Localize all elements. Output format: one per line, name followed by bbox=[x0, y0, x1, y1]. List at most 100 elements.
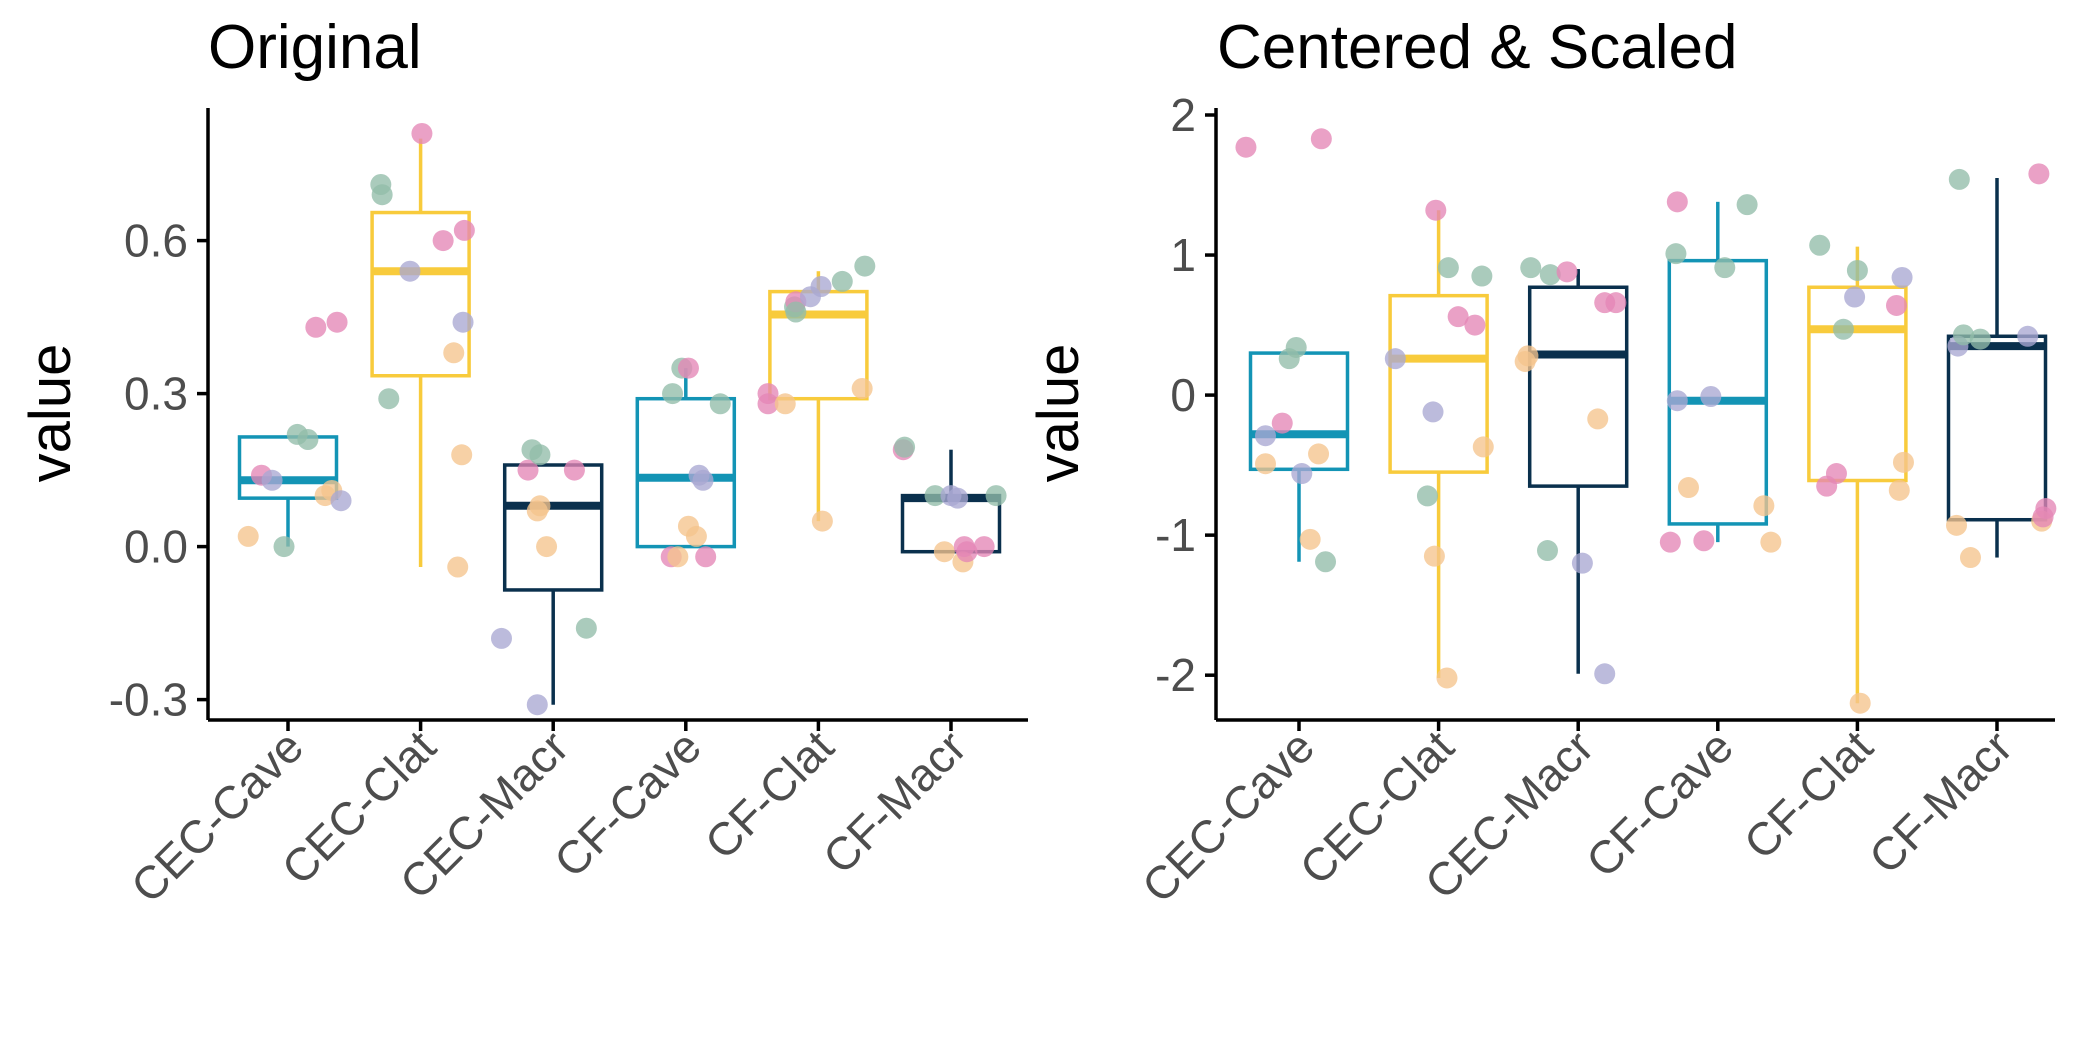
data-point bbox=[1425, 199, 1447, 221]
data-point bbox=[1946, 514, 1968, 536]
data-point bbox=[1587, 408, 1609, 430]
data-point bbox=[563, 459, 585, 481]
data-point bbox=[677, 357, 699, 379]
data-point bbox=[757, 393, 779, 415]
data-point bbox=[1753, 495, 1775, 517]
x-tick-label: CF-Cave bbox=[1576, 720, 1743, 887]
data-point bbox=[774, 393, 796, 415]
data-point bbox=[810, 276, 832, 297]
data-point bbox=[894, 436, 916, 458]
data-point bbox=[330, 490, 352, 512]
panel-title: Centered & Scaled bbox=[1217, 13, 1737, 82]
x-tick-label: CEC-Cave bbox=[121, 720, 313, 912]
data-point bbox=[261, 469, 283, 491]
y-tick-label: -0.3 bbox=[109, 674, 188, 726]
data-point bbox=[1846, 259, 1868, 281]
y-tick-label: 0.0 bbox=[124, 521, 188, 573]
data-point bbox=[1594, 663, 1616, 685]
panel-centered-scaled: Centered & Scaled value -2 -1 0 1 2 CEC-Cave C… bbox=[1026, 13, 2057, 913]
y-tick-label: 1 bbox=[1170, 229, 1196, 281]
data-point bbox=[1539, 264, 1561, 286]
x-tick-label: CF-Macr bbox=[813, 720, 976, 883]
panel-original: Original value -0.30.00.30.6CEC-CaveCEC-… bbox=[18, 13, 1028, 913]
data-point bbox=[1714, 257, 1736, 279]
data-point bbox=[1571, 552, 1593, 574]
data-point bbox=[785, 301, 807, 323]
data-point bbox=[451, 444, 473, 466]
data-point bbox=[662, 383, 684, 405]
data-point bbox=[1825, 463, 1847, 485]
y-tick-label: -1 bbox=[1155, 509, 1196, 561]
data-point bbox=[1471, 265, 1493, 287]
data-point bbox=[1666, 191, 1688, 213]
data-point bbox=[1422, 401, 1444, 423]
data-point bbox=[1436, 667, 1458, 689]
y-tick-label: -2 bbox=[1155, 649, 1196, 701]
data-point bbox=[529, 444, 551, 466]
y-tick-label: 0.6 bbox=[124, 215, 188, 267]
data-point bbox=[667, 546, 689, 568]
box bbox=[370, 210, 471, 378]
data-point bbox=[1254, 425, 1276, 447]
data-point bbox=[1891, 266, 1913, 288]
data-point bbox=[297, 429, 319, 450]
data-point bbox=[2017, 325, 2039, 347]
box bbox=[1807, 285, 1908, 483]
box-group-cec-clat bbox=[370, 138, 471, 567]
x-tick-label: CF-Macr bbox=[1859, 720, 2022, 883]
data-point bbox=[1832, 318, 1854, 340]
data-point bbox=[1892, 451, 1914, 473]
box bbox=[1248, 351, 1350, 472]
data-point bbox=[490, 627, 512, 649]
data-point bbox=[1437, 257, 1459, 279]
y-tick-label: 0 bbox=[1170, 369, 1196, 421]
data-point bbox=[447, 556, 469, 578]
box-group-cf-cave bbox=[635, 368, 737, 549]
y-tick-label: 2 bbox=[1170, 89, 1196, 141]
data-point bbox=[1700, 385, 1722, 407]
data-point bbox=[1536, 540, 1558, 562]
data-point bbox=[2028, 163, 2050, 185]
data-point bbox=[399, 260, 421, 282]
data-point bbox=[1520, 257, 1542, 279]
data-point bbox=[1885, 294, 1907, 316]
data-point bbox=[1760, 531, 1782, 553]
plot-area: -2-1012CEC-CaveCEC-ClatCEC-MacrCF-CaveCF… bbox=[1132, 89, 2057, 913]
data-point bbox=[326, 311, 348, 333]
data-point bbox=[411, 123, 433, 144]
data-point bbox=[811, 510, 833, 532]
data-point bbox=[1310, 128, 1332, 150]
data-point bbox=[536, 536, 558, 558]
data-point bbox=[371, 184, 393, 206]
data-point bbox=[1291, 463, 1313, 485]
data-point bbox=[692, 469, 714, 491]
data-point bbox=[1849, 692, 1871, 714]
data-point bbox=[517, 459, 539, 481]
data-point bbox=[985, 485, 1007, 507]
data-point bbox=[1605, 292, 1627, 314]
data-point bbox=[1948, 168, 1970, 190]
box bbox=[1946, 334, 2048, 522]
data-point bbox=[1693, 530, 1715, 552]
data-point bbox=[956, 541, 978, 563]
data-point bbox=[947, 487, 969, 509]
data-point bbox=[1235, 136, 1257, 158]
data-point bbox=[709, 393, 731, 415]
box bbox=[1527, 285, 1629, 488]
data-point bbox=[1659, 531, 1681, 553]
data-point bbox=[1416, 485, 1438, 507]
data-point bbox=[1464, 314, 1486, 336]
data-point bbox=[1299, 528, 1321, 550]
data-point bbox=[854, 255, 876, 277]
x-tick-label: CEC-Cave bbox=[1132, 720, 1324, 912]
box-group-cec-clat bbox=[1388, 210, 1489, 678]
data-point bbox=[851, 378, 873, 399]
data-point bbox=[1809, 234, 1831, 256]
data-point bbox=[1665, 243, 1687, 265]
data-point bbox=[1556, 261, 1578, 283]
data-point bbox=[1969, 328, 1991, 350]
data-point bbox=[1959, 547, 1981, 569]
data-point bbox=[1666, 390, 1688, 412]
data-point bbox=[685, 525, 707, 547]
data-point bbox=[973, 536, 995, 558]
